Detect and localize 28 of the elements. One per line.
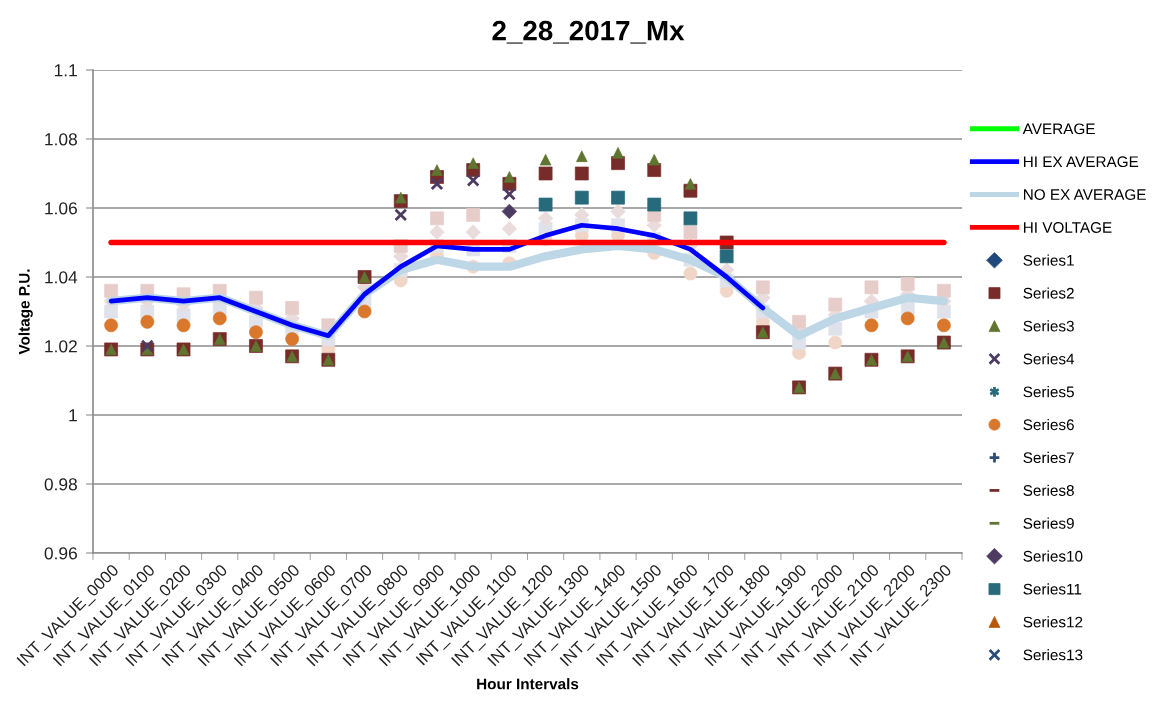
y-tick-label: 1.04 <box>45 271 78 284</box>
legend-label: NO EX AVERAGE <box>1024 189 1146 200</box>
legend-label: Series13 <box>1023 649 1083 661</box>
legend-label: Series5 <box>1023 386 1074 398</box>
legend-label: Series3 <box>1023 320 1074 332</box>
legend-label: Series8 <box>1023 484 1074 496</box>
legend-label: Series11 <box>1023 583 1082 595</box>
y-tick-label: 1 <box>69 409 77 422</box>
x-axis-title: Hour Intervals <box>477 678 579 690</box>
y-tick-label: 0.96 <box>44 547 77 560</box>
y-tick-label: 0.98 <box>44 478 77 491</box>
y-tick-label: 1.1 <box>54 64 77 77</box>
legend-label: Series9 <box>1023 517 1074 529</box>
y-tick-label: 1.06 <box>45 202 77 215</box>
legend-label: HI VOLTAGE <box>1024 222 1112 233</box>
legend-label: HI EX AVERAGE <box>1024 156 1139 168</box>
chart-title: 2_28_2017_Mx <box>492 20 685 44</box>
legend-label: Series6 <box>1023 418 1074 431</box>
legend-label: Series1 <box>1023 254 1074 266</box>
y-axis-title: Voltage P.U. <box>18 269 33 355</box>
legend-label: Series2 <box>1023 287 1074 299</box>
y-tick-label: 1.02 <box>45 340 77 353</box>
legend-label: Series4 <box>1023 353 1075 365</box>
legend-label: AVERAGE <box>1022 123 1095 135</box>
y-tick-label: 1.08 <box>45 133 77 146</box>
legend-label: Series12 <box>1023 616 1083 628</box>
legend-label: Series7 <box>1023 451 1074 464</box>
legend-label: Series10 <box>1023 550 1083 562</box>
